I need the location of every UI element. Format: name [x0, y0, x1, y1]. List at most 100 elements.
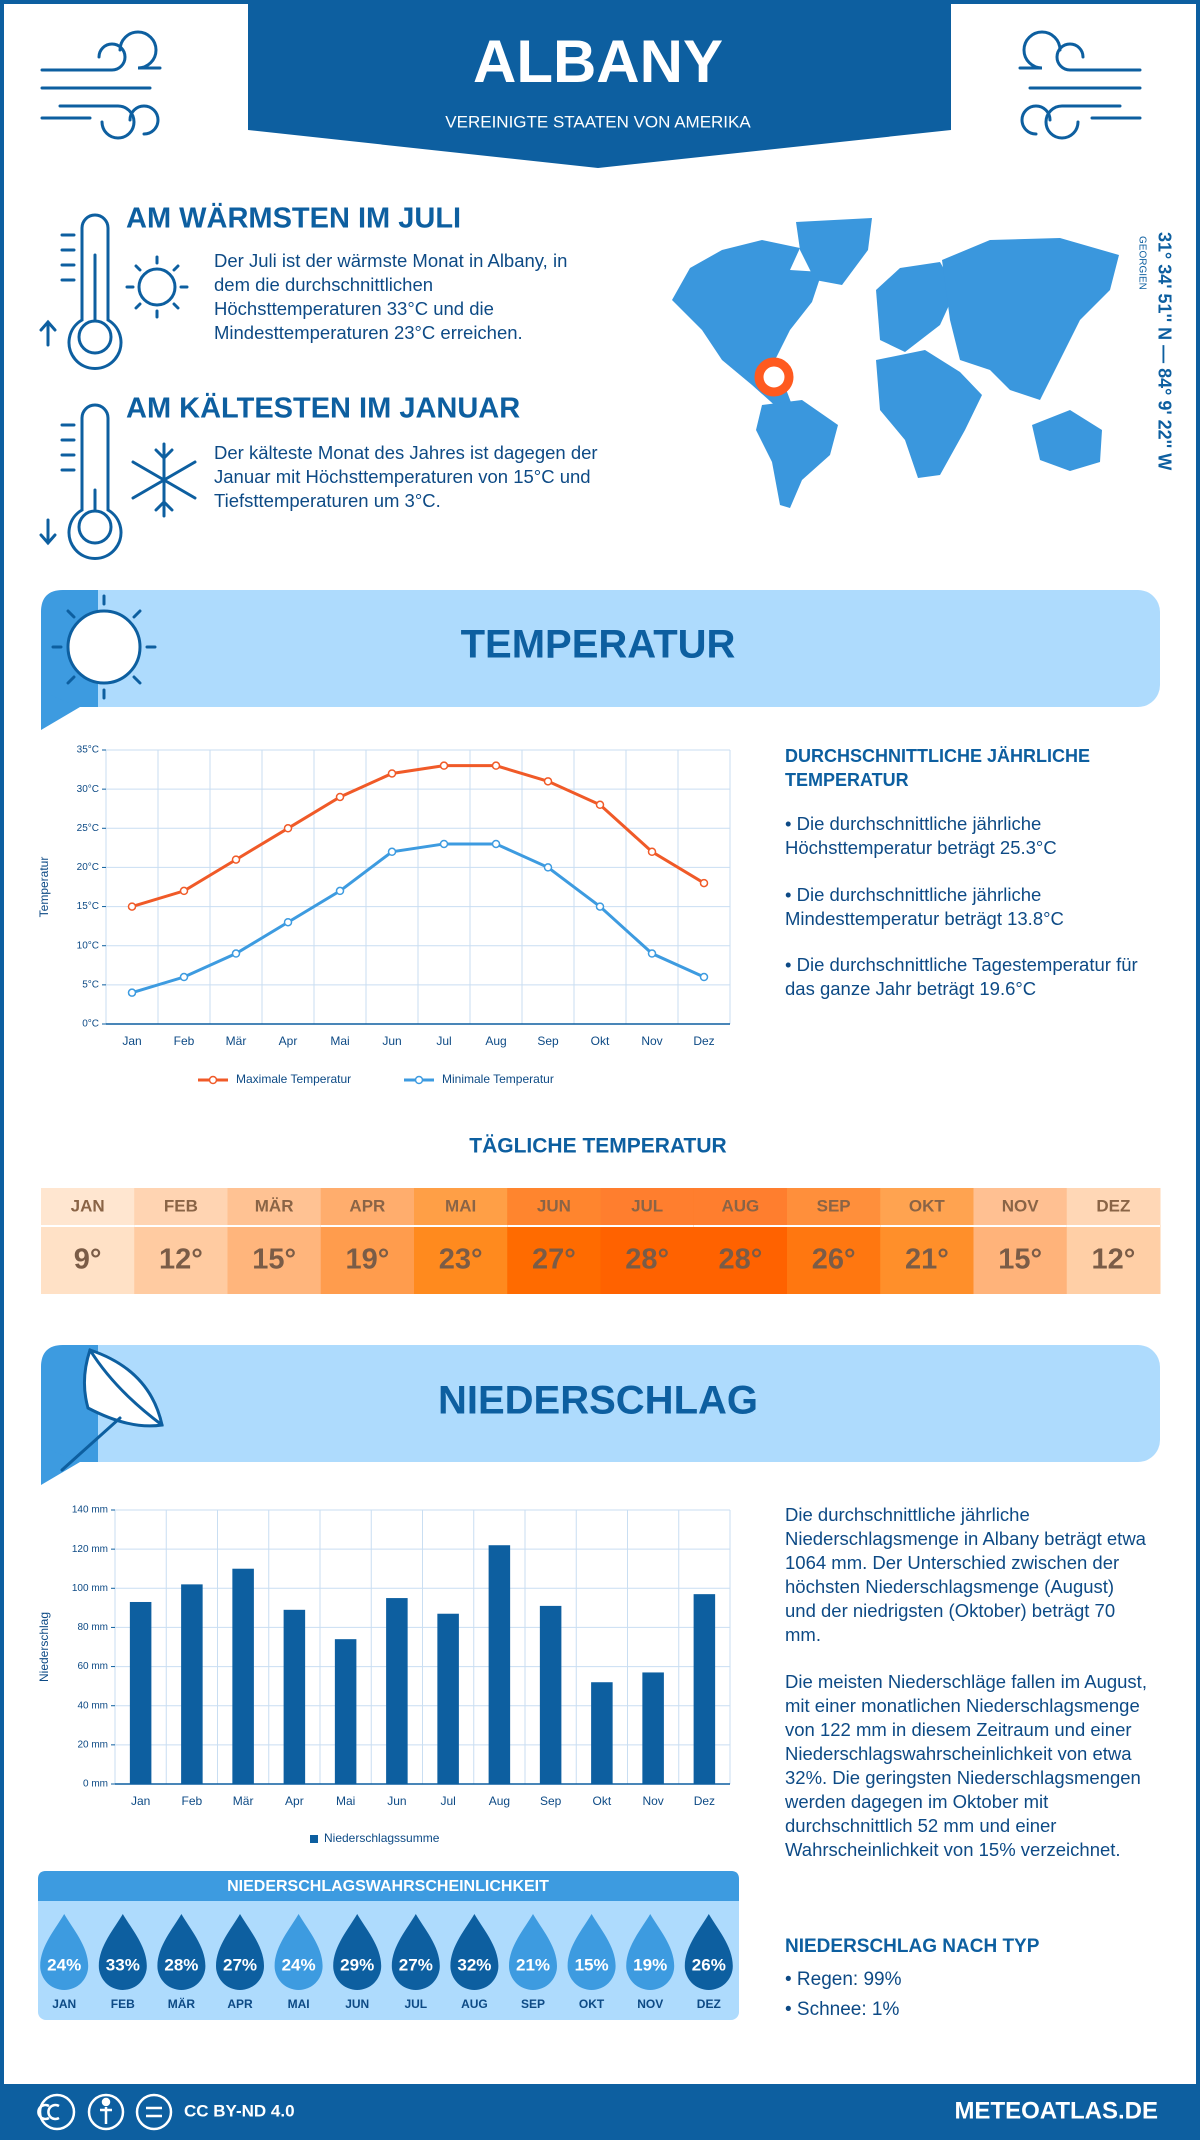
daily-temperature-title: TÄGLICHE TEMPERATUR [469, 1135, 726, 1158]
probability-month: JAN [52, 1997, 76, 2011]
month-header-tint [134, 1188, 228, 1225]
y-tick-label: 40 mm [77, 1700, 108, 1711]
month-header-tint [880, 1188, 974, 1225]
month-label: SEP [817, 1196, 851, 1215]
point [387, 769, 397, 778]
probability-value: 27% [223, 1955, 257, 1974]
probability-value: 26% [692, 1955, 726, 1974]
y-tick-label: 10°C [77, 940, 99, 951]
month-header-tint [227, 1188, 322, 1225]
temperature-banner [41, 590, 1160, 707]
month-cell [320, 1188, 415, 1294]
probability-value: 27% [399, 1955, 433, 1974]
daily-temperature-value: 28° [625, 1244, 669, 1276]
country-subtitle: VEREINIGTE STAATEN VON AMERIKA [445, 112, 751, 131]
month-header-tint [1066, 1188, 1161, 1225]
probability-value: 21% [516, 1955, 550, 1974]
x-tick-label: Dez [693, 1034, 714, 1048]
precipitation-paragraph: Die meisten Niederschläge fallen im Augu… [785, 1671, 1147, 1860]
bar [283, 1609, 306, 1784]
month-cell [134, 1188, 228, 1294]
temperature-section-title: TEMPERATUR [461, 623, 736, 667]
x-tick-label: Apr [279, 1034, 298, 1048]
point [439, 761, 449, 770]
bar [386, 1598, 408, 1784]
probability-value: 32% [457, 1955, 491, 1974]
probability-drop [98, 1914, 147, 1991]
wind-icon-left [40, 30, 162, 140]
legend-swatch [310, 1835, 318, 1843]
month-label: MÄR [255, 1196, 294, 1215]
precipitation-banner [41, 1345, 1160, 1462]
line [131, 842, 705, 995]
wind-icon-right [1018, 30, 1142, 140]
y-axis-label: Niederschlag [37, 1612, 51, 1682]
y-tick-label: 15°C [77, 901, 99, 912]
x-tick-label: Jan [122, 1034, 141, 1048]
probability-month: AUG [461, 1997, 488, 2011]
probability-box [38, 1871, 739, 2020]
month-header-tint [41, 1188, 135, 1225]
probability-month: DEZ [697, 1997, 721, 2011]
month-cell [41, 1188, 135, 1294]
precipitation-type-title: NIEDERSCHLAG NACH TYP [785, 1936, 1040, 1957]
month-label: JUL [631, 1196, 663, 1215]
warmest-title: AM WÄRMSTEN IM JULI [126, 202, 461, 235]
daily-temperature-value: 23° [439, 1244, 483, 1276]
site: METEOATLAS.DE [954, 2097, 1158, 2124]
precipitation-type: • Regen: 99% [785, 1969, 902, 1990]
month-label: AUG [721, 1196, 759, 1215]
sun-icon [51, 594, 157, 700]
legend-label: Maximale Temperatur [236, 1072, 351, 1086]
y-tick-label: 20°C [77, 862, 99, 873]
probability-drop [40, 1914, 89, 1990]
month-cell [227, 1188, 322, 1294]
y-tick-label: 0 mm [83, 1779, 108, 1790]
daily-temperature-value: 21° [905, 1244, 949, 1276]
precipitation-type: • Schnee: 1% [785, 1999, 899, 2020]
point [491, 839, 501, 849]
x-tick-label: Okt [591, 1034, 610, 1048]
daily-temperature-value: 26° [812, 1244, 856, 1276]
coldest-title: AM KÄLTESTEN IM JANUAR [126, 392, 520, 425]
point [439, 839, 449, 849]
point [387, 847, 397, 857]
coldest-text: Der kälteste Monat des Jahres ist dagege… [214, 442, 598, 511]
banner-tab-tail [41, 690, 80, 730]
probability-month: JUL [404, 1997, 427, 2011]
probability-value: 33% [106, 1955, 140, 1974]
month-cell [414, 1188, 508, 1294]
precipitation-paragraph: Die durchschnittliche jährliche Niedersc… [785, 1504, 1146, 1645]
temperature-bullet: • Die durchschnittliche Tagestemperatur … [785, 954, 1138, 999]
banner-tab-tail [41, 1445, 80, 1485]
probability-month: OKT [579, 1997, 605, 2011]
month-label: JAN [71, 1196, 105, 1215]
precipitation-section-title: NIEDERSCHLAG [438, 1379, 758, 1423]
y-tick-label: 0°C [82, 1019, 99, 1030]
probability-month: SEP [521, 1997, 545, 2011]
y-tick-label: 140 mm [72, 1505, 108, 1516]
bar [539, 1605, 562, 1784]
bar [129, 1601, 152, 1784]
daily-temperature-value: 15° [998, 1244, 1042, 1276]
bar [591, 1682, 613, 1784]
x-tick-label: Nov [641, 1034, 662, 1048]
daily-temperature-value: 9° [74, 1244, 102, 1276]
probability-drop [450, 1914, 499, 1991]
point [699, 972, 709, 982]
legend-label: Niederschlagssumme [324, 1831, 440, 1845]
month-cell [507, 1188, 601, 1294]
probability-month: MÄR [168, 1996, 196, 2011]
x-tick-label: Feb [174, 1034, 195, 1048]
month-label: JUN [537, 1196, 571, 1215]
bar [642, 1672, 664, 1784]
bar [437, 1613, 459, 1784]
y-tick-label: 100 mm [72, 1583, 108, 1594]
probability-value: 24% [282, 1955, 316, 1974]
probability-month: FEB [111, 1997, 135, 2011]
footer [0, 2084, 1200, 2140]
point [595, 902, 605, 911]
